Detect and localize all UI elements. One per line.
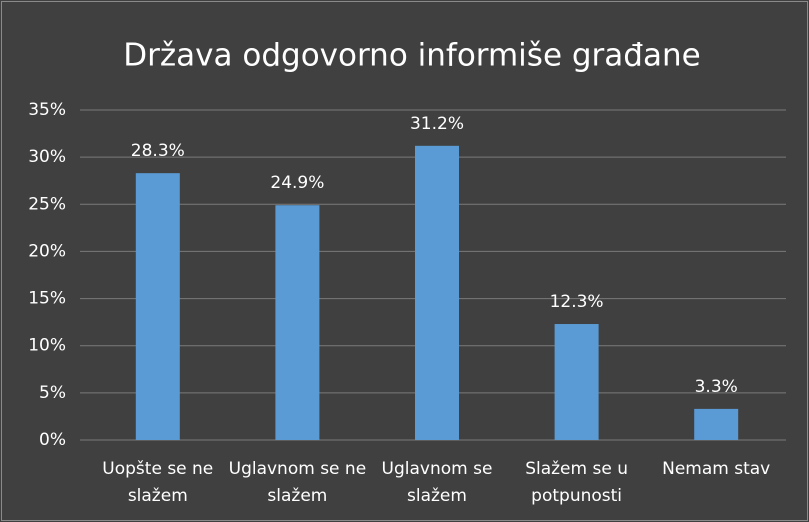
data-label: 28.3% <box>131 141 185 161</box>
y-tick-label: 35% <box>28 100 66 120</box>
bar <box>135 173 180 440</box>
bar <box>415 145 459 441</box>
x-tick-label: Nemam stav <box>662 459 771 479</box>
y-tick-label: 30% <box>28 147 66 167</box>
data-label: 12.3% <box>550 292 604 312</box>
data-label: 31.2% <box>410 114 464 134</box>
x-tick-label: Slažem se u potpunosti <box>525 459 628 506</box>
y-tick-label: 25% <box>28 194 66 214</box>
y-tick-label: 15% <box>28 289 66 309</box>
bar <box>694 408 739 440</box>
y-tick-label: 0% <box>39 430 66 450</box>
x-tick-label: Uglavnom se slažem <box>381 459 493 506</box>
chart-title: Država odgovorno informiše građane <box>123 38 700 74</box>
x-tick-label: Uglavnom se ne slažem <box>228 459 367 506</box>
data-label: 3.3% <box>695 377 738 397</box>
y-tick-label: 20% <box>28 241 66 261</box>
y-tick-label: 10% <box>28 336 66 356</box>
bar <box>554 324 599 440</box>
y-tick-label: 5% <box>39 383 66 403</box>
bar <box>275 205 320 440</box>
x-tick-label: Uopšte se ne slažem <box>102 459 214 506</box>
data-label: 24.9% <box>270 173 324 193</box>
